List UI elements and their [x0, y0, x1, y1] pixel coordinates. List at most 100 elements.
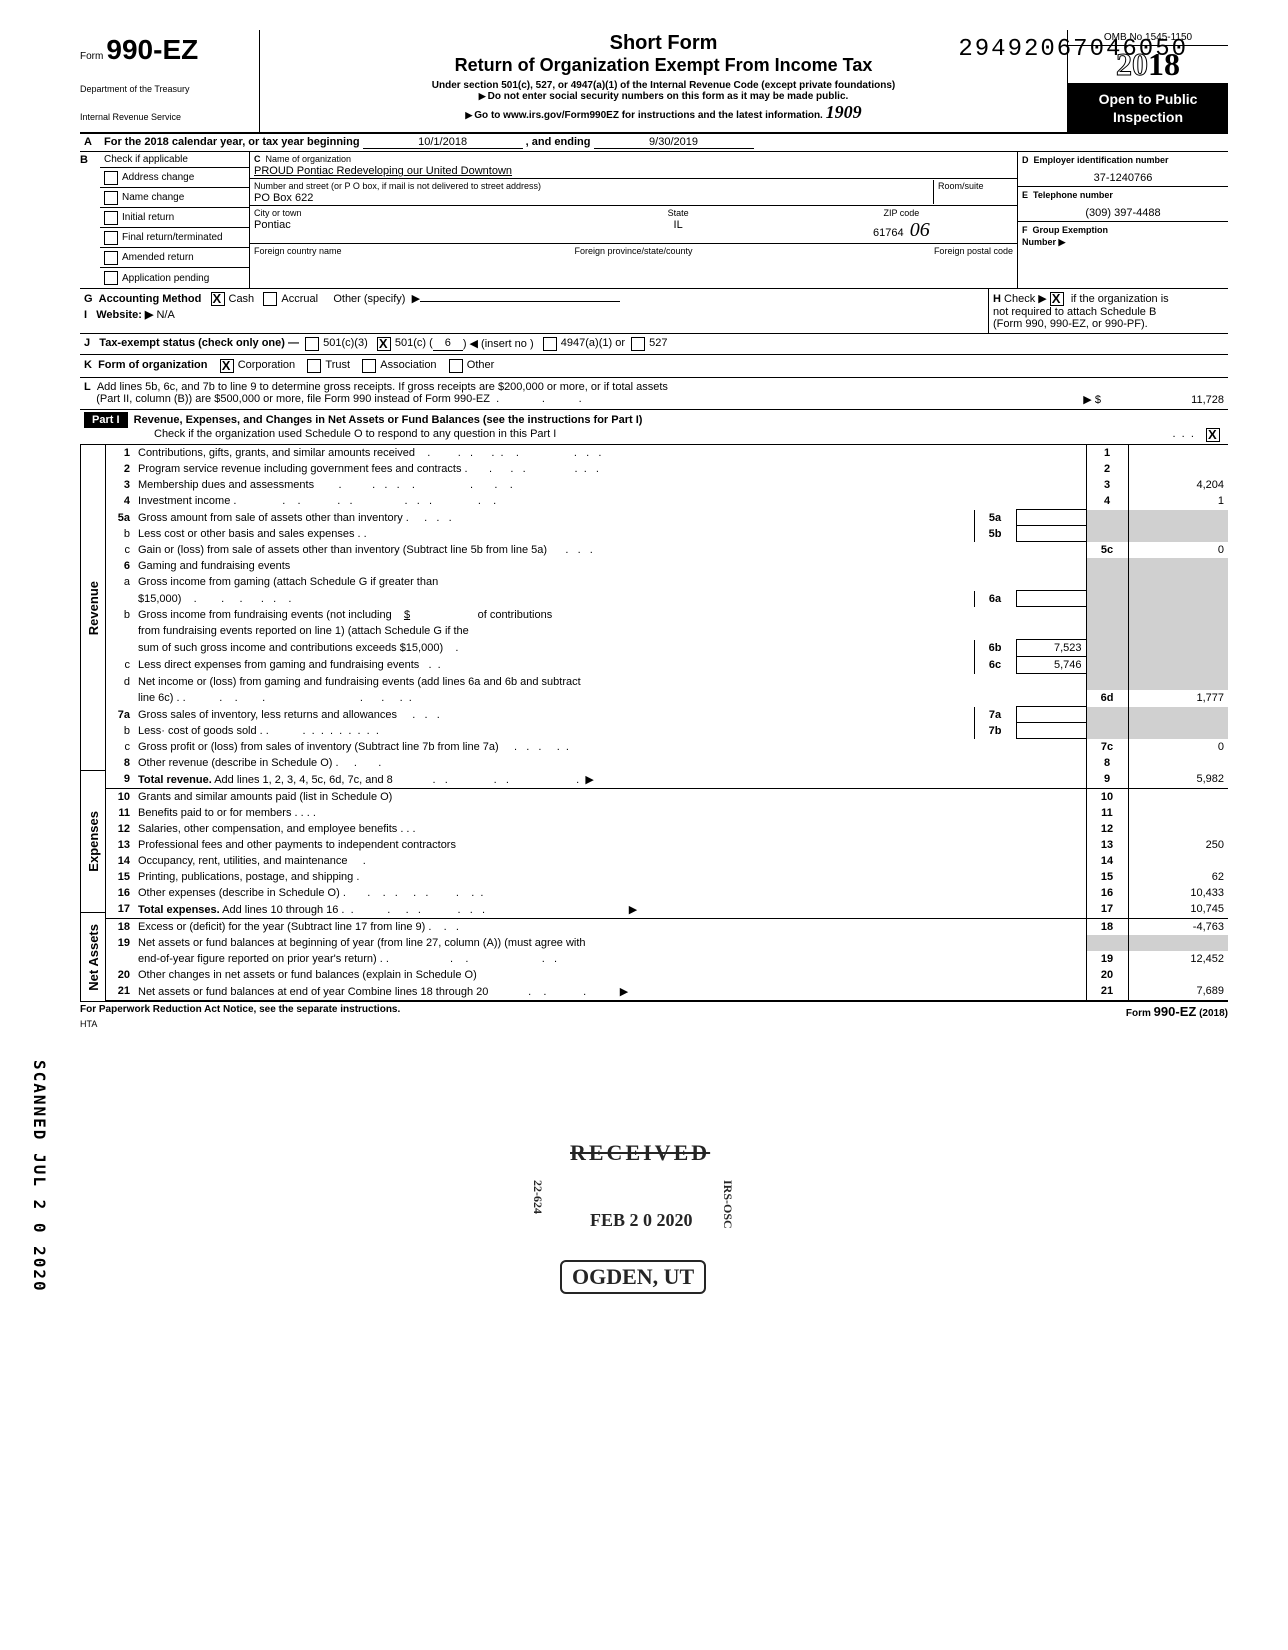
- check-app-pending[interactable]: Application pending: [100, 268, 249, 288]
- amt-12[interactable]: [1128, 821, 1228, 837]
- amt-7a[interactable]: [1016, 707, 1086, 723]
- org-city[interactable]: Pontiac: [254, 219, 291, 231]
- C-name-row: C Name of organization PROUD Pontiac Red…: [250, 152, 1017, 179]
- line-17: 17Total expenses. Add lines 10 through 1…: [106, 901, 1228, 919]
- line-9: 9Total revenue. Add lines 1, 2, 3, 4, 5c…: [106, 771, 1228, 789]
- check-501c[interactable]: [377, 337, 391, 351]
- check-other-org[interactable]: [449, 359, 463, 373]
- form-number: 990-EZ: [106, 34, 198, 65]
- line-5b: bLess cost or other basis and sales expe…: [106, 526, 1228, 542]
- check-cash[interactable]: [211, 292, 225, 306]
- amt-2[interactable]: [1128, 461, 1228, 477]
- tax-year-end[interactable]: 9/30/2019: [594, 136, 754, 149]
- vert-expenses: Expenses: [86, 811, 101, 872]
- footer-hta: HTA: [80, 1019, 1228, 1029]
- check-address-change[interactable]: Address change: [100, 168, 249, 188]
- hand-1909: 1909: [826, 102, 862, 122]
- F-row: F Group Exemption Number ▶: [1018, 222, 1228, 250]
- line-15: 15Printing, publications, postage, and s…: [106, 869, 1228, 885]
- amt-17[interactable]: 10,745: [1128, 901, 1228, 919]
- org-state[interactable]: IL: [674, 219, 683, 231]
- line-2: 2Program service revenue including gover…: [106, 461, 1228, 477]
- stamp-received: RECEIVED: [570, 1140, 710, 1166]
- row-H: H Check ▶ if the organization is not req…: [988, 289, 1228, 333]
- lines-grid: Revenue Expenses Net Assets 1Contributio…: [80, 445, 1228, 1002]
- website[interactable]: N/A: [156, 309, 174, 321]
- line-5a: 5aGross amount from sale of assets other…: [106, 510, 1228, 526]
- check-accrual[interactable]: [263, 292, 277, 306]
- line-6b-1: bGross income from fundraising events (n…: [106, 607, 1228, 624]
- org-name[interactable]: PROUD Pontiac Redeveloping our United Do…: [254, 165, 512, 177]
- amt-5a[interactable]: [1016, 510, 1086, 526]
- header-middle: Short Form Return of Organization Exempt…: [260, 30, 1068, 132]
- check-527[interactable]: [631, 337, 645, 351]
- telephone[interactable]: (309) 397-4488: [1022, 201, 1224, 219]
- check-4947[interactable]: [543, 337, 557, 351]
- amt-4[interactable]: 1: [1128, 493, 1228, 510]
- check-corp[interactable]: [220, 359, 234, 373]
- check-final-return[interactable]: Final return/terminated: [100, 228, 249, 248]
- check-name-change[interactable]: Name change: [100, 188, 249, 208]
- amt-5b[interactable]: [1016, 526, 1086, 542]
- amt-21[interactable]: 7,689: [1128, 983, 1228, 1001]
- gross-receipts[interactable]: 11,728: [1104, 394, 1224, 406]
- stamp-irs-osc: IRS-OSC: [720, 1180, 735, 1229]
- org-address[interactable]: PO Box 622: [254, 192, 313, 204]
- line-18: 18Excess or (deficit) for the year (Subt…: [106, 919, 1228, 936]
- amt-10[interactable]: [1128, 789, 1228, 806]
- amt-20[interactable]: [1128, 967, 1228, 983]
- check-schedule-o[interactable]: [1206, 428, 1220, 442]
- amt-6b[interactable]: 7,523: [1016, 640, 1086, 657]
- check-trust[interactable]: [307, 359, 321, 373]
- subtitle-ssn: Do not enter social security numbers on …: [268, 91, 1059, 102]
- check-amended[interactable]: Amended return: [100, 248, 249, 268]
- amt-14[interactable]: [1128, 853, 1228, 869]
- B-head: Check if applicable: [100, 152, 249, 168]
- vert-net-assets: Net Assets: [86, 924, 101, 991]
- amt-16[interactable]: 10,433: [1128, 885, 1228, 901]
- amt-6c[interactable]: 5,746: [1016, 657, 1086, 674]
- stamp-code: 22-624: [530, 1180, 545, 1214]
- C-city-row: City or townPontiac StateIL ZIP code6176…: [250, 206, 1017, 244]
- open-to-public: Open to PublicInspection: [1068, 84, 1228, 132]
- line-6d-2: line 6c) . . . . . . . . .6d1,777: [106, 690, 1228, 707]
- check-initial-return[interactable]: Initial return: [100, 208, 249, 228]
- vert-revenue: Revenue: [86, 581, 101, 635]
- header-left: Form 990-EZ Department of the Treasury I…: [80, 30, 260, 132]
- check-501c3[interactable]: [305, 337, 319, 351]
- amt-6d[interactable]: 1,777: [1128, 690, 1228, 707]
- amt-9[interactable]: 5,982: [1128, 771, 1228, 789]
- check-assoc[interactable]: [362, 359, 376, 373]
- line-6c: cLess direct expenses from gaming and fu…: [106, 657, 1228, 674]
- line-3: 3Membership dues and assessments . . . .…: [106, 477, 1228, 493]
- line-6d-1: dNet income or (loss) from gaming and fu…: [106, 674, 1228, 691]
- amt-8[interactable]: [1128, 755, 1228, 771]
- row-L: L Add lines 5b, 6c, and 7b to line 9 to …: [80, 378, 1228, 410]
- amt-7b[interactable]: [1016, 723, 1086, 739]
- tax-year-begin[interactable]: 10/1/2018: [363, 136, 523, 149]
- amt-19[interactable]: 12,452: [1128, 951, 1228, 967]
- amt-1[interactable]: [1128, 445, 1228, 461]
- subtitle-goto: Go to www.irs.gov/Form990EZ for instruct…: [268, 102, 1059, 123]
- C-foreign-row: Foreign country name Foreign province/st…: [250, 244, 1017, 258]
- col-B: Check if applicable Address change Name …: [100, 152, 250, 288]
- amt-13[interactable]: 250: [1128, 837, 1228, 853]
- 501c-number[interactable]: 6: [433, 337, 463, 351]
- check-H[interactable]: [1050, 292, 1064, 306]
- amt-6a[interactable]: [1016, 591, 1086, 607]
- amt-7c[interactable]: 0: [1128, 739, 1228, 756]
- D-row: D Employer identification number 37-1240…: [1018, 152, 1228, 187]
- org-zip[interactable]: 61764: [873, 227, 904, 239]
- amt-11[interactable]: [1128, 805, 1228, 821]
- amt-18[interactable]: -4,763: [1128, 919, 1228, 936]
- ein[interactable]: 37-1240766: [1022, 166, 1224, 184]
- amt-3[interactable]: 4,204: [1128, 477, 1228, 493]
- line-6b-3: sum of such gross income and contributio…: [106, 640, 1228, 657]
- section-BCDEF: B Check if applicable Address change Nam…: [80, 152, 1228, 289]
- amt-5c[interactable]: 0: [1128, 542, 1228, 559]
- row-J: J Tax-exempt status (check only one) — 5…: [80, 334, 1228, 355]
- col-C: C Name of organization PROUD Pontiac Red…: [250, 152, 1018, 288]
- title-return: Return of Organization Exempt From Incom…: [268, 55, 1059, 76]
- line-6a-2: $15,000) . . . . . .6a: [106, 591, 1228, 607]
- amt-15[interactable]: 62: [1128, 869, 1228, 885]
